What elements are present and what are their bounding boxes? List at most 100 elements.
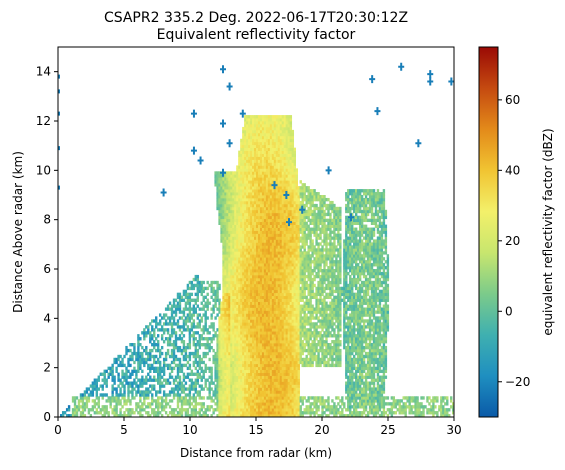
echo-cell bbox=[155, 355, 157, 358]
echo-cell bbox=[141, 370, 143, 373]
echo-cell bbox=[167, 328, 169, 331]
echo-cell bbox=[119, 399, 121, 402]
echo-cell bbox=[207, 328, 209, 331]
echo-cell bbox=[175, 340, 177, 343]
echo-cell bbox=[171, 313, 173, 316]
chart-subtitle: Equivalent reflectivity factor bbox=[157, 27, 356, 43]
echo-cell bbox=[149, 376, 151, 379]
echo-cell bbox=[153, 328, 155, 331]
echo-cell bbox=[98, 405, 100, 408]
echo-cell bbox=[88, 396, 90, 399]
echo-cell bbox=[125, 367, 127, 370]
echo-cell bbox=[82, 399, 84, 402]
echo-cell bbox=[137, 340, 139, 343]
echo-cell bbox=[185, 305, 187, 308]
echo-cell bbox=[218, 284, 220, 287]
echo-cell bbox=[131, 390, 133, 393]
echo-cell bbox=[102, 384, 104, 387]
echo-cell bbox=[189, 310, 191, 313]
echo-cell bbox=[117, 373, 119, 376]
echo-cell bbox=[203, 387, 205, 390]
echo-cell bbox=[201, 334, 203, 337]
echo-cell bbox=[183, 390, 185, 393]
echo-cell bbox=[117, 396, 119, 399]
echo-cell bbox=[115, 367, 117, 370]
echo-cell bbox=[127, 387, 129, 390]
echo-cell bbox=[167, 331, 169, 334]
echo-cell bbox=[171, 325, 173, 328]
echo-cell bbox=[157, 340, 159, 343]
echo-cell bbox=[94, 405, 96, 408]
echo-cell bbox=[139, 396, 141, 399]
echo-cell bbox=[175, 379, 177, 382]
echo-cell bbox=[82, 411, 84, 414]
echo-cell bbox=[183, 334, 185, 337]
echo-cell bbox=[143, 408, 145, 411]
echo-cell bbox=[151, 349, 153, 352]
echo-cell bbox=[153, 408, 155, 411]
echo-cell bbox=[292, 130, 294, 133]
echo-cell bbox=[191, 281, 193, 284]
echo-cell bbox=[210, 396, 212, 399]
echo-cell bbox=[183, 384, 185, 387]
echo-cell bbox=[212, 322, 214, 325]
echo-cell bbox=[145, 361, 147, 364]
echo-cell bbox=[177, 373, 179, 376]
echo-cell bbox=[210, 373, 212, 376]
echo-cell bbox=[201, 293, 203, 296]
echo-cell bbox=[161, 381, 163, 384]
echo-cell bbox=[193, 393, 195, 396]
echo-cell bbox=[185, 358, 187, 361]
echo-cell bbox=[212, 399, 214, 402]
echo-cell bbox=[205, 370, 207, 373]
echo-cell bbox=[115, 405, 117, 408]
echo-cell bbox=[98, 402, 100, 405]
echo-cell bbox=[147, 396, 149, 399]
echo-cell bbox=[181, 405, 183, 408]
echo-cell bbox=[191, 293, 193, 296]
echo-cell bbox=[197, 305, 199, 308]
echo-cell bbox=[123, 396, 125, 399]
echo-cell bbox=[149, 370, 151, 373]
echo-cell bbox=[195, 346, 197, 349]
echo-cell bbox=[173, 316, 175, 319]
echo-cell bbox=[207, 305, 209, 308]
echo-cell bbox=[129, 364, 131, 367]
echo-cell bbox=[195, 405, 197, 408]
echo-cell bbox=[109, 405, 111, 408]
echo-cell bbox=[145, 346, 147, 349]
echo-cell bbox=[181, 381, 183, 384]
echo-cell bbox=[119, 379, 121, 382]
echo-cell bbox=[181, 411, 183, 414]
echo-cell bbox=[131, 393, 133, 396]
echo-cell bbox=[161, 334, 163, 337]
echo-cell bbox=[183, 343, 185, 346]
echo-cell bbox=[169, 373, 171, 376]
echo-cell bbox=[205, 296, 207, 299]
echo-cell bbox=[157, 343, 159, 346]
echo-cell bbox=[159, 313, 161, 316]
echo-cell bbox=[195, 384, 197, 387]
echo-cell bbox=[153, 384, 155, 387]
echo-cell bbox=[98, 396, 100, 399]
echo-cell bbox=[187, 411, 189, 414]
echo-cell bbox=[139, 399, 141, 402]
echo-cell bbox=[149, 352, 151, 355]
echo-cell bbox=[157, 399, 159, 402]
echo-cell bbox=[96, 390, 98, 393]
chart-title: CSAPR2 335.2 Deg. 2022-06-17T20:30:12Z bbox=[104, 10, 408, 26]
echo-cell bbox=[115, 370, 117, 373]
echo-cell bbox=[139, 364, 141, 367]
echo-cell bbox=[197, 381, 199, 384]
echo-cell bbox=[195, 302, 197, 305]
echo-cell bbox=[207, 307, 209, 310]
echo-cell bbox=[189, 355, 191, 358]
echo-cell bbox=[185, 381, 187, 384]
echo-cell bbox=[157, 346, 159, 349]
echo-cell bbox=[151, 393, 153, 396]
echo-cell bbox=[117, 358, 119, 361]
echo-cell bbox=[210, 367, 212, 370]
echo-cell bbox=[125, 373, 127, 376]
echo-cell bbox=[147, 325, 149, 328]
